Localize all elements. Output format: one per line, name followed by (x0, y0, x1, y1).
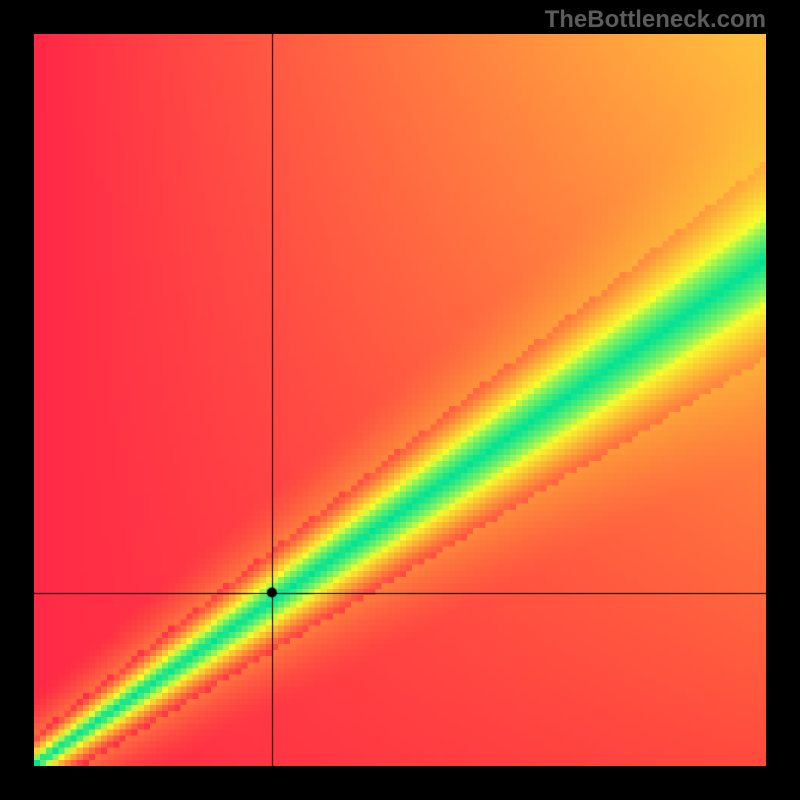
overlay-canvas (34, 34, 766, 766)
outer-frame: TheBottleneck.com (0, 0, 800, 800)
watermark-text: TheBottleneck.com (545, 6, 766, 34)
plot-area (34, 34, 766, 766)
